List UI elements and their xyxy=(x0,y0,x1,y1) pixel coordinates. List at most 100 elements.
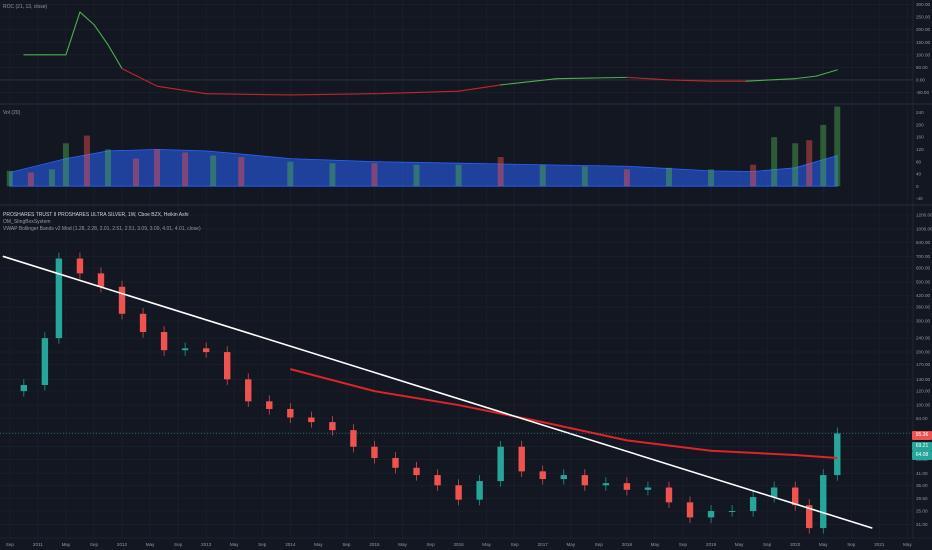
roc-axis-label: 150.00 xyxy=(916,40,930,45)
time-axis-label: 2020 xyxy=(790,542,801,547)
time-axis-label: May xyxy=(566,542,575,547)
candle-body xyxy=(497,446,504,482)
time-axis-label: 2021 xyxy=(874,542,885,547)
indicator-label-stingbox[interactable]: OM_StingBoxSystem xyxy=(3,219,51,225)
roc-line-segment xyxy=(93,24,109,46)
volume-bar xyxy=(238,157,245,187)
volume-bar xyxy=(154,149,161,187)
grid-lines xyxy=(0,0,913,538)
time-axis-label: Sep xyxy=(595,542,604,547)
time-axis-label: 2017 xyxy=(538,542,549,547)
candle-body xyxy=(539,471,546,480)
roc-line-segment xyxy=(626,76,670,81)
candle-body xyxy=(665,487,673,503)
volume-bar xyxy=(83,135,90,187)
time-axis-label: Sep xyxy=(342,542,351,547)
time-axis-label: May xyxy=(651,542,660,547)
time-axis-label: 2016 xyxy=(453,542,464,547)
time-axis-label: Sep xyxy=(90,542,99,547)
price-axis-label: 500.00 xyxy=(916,280,930,285)
price-pane[interactable] xyxy=(0,252,913,534)
candle-body xyxy=(139,313,147,333)
roc-line-segment xyxy=(107,44,123,70)
roc-axis-label: 300.00 xyxy=(916,2,930,7)
trend-line[interactable] xyxy=(2,255,873,529)
candle-body xyxy=(55,258,63,339)
price-axis-label: 360.00 xyxy=(916,305,930,310)
volume-axis-label: -40 xyxy=(916,196,923,201)
roc-line-segment xyxy=(794,75,817,80)
candle-body xyxy=(329,422,336,431)
time-axis-label: 2018 xyxy=(622,542,633,547)
volume-bar xyxy=(104,149,111,187)
volume-bar xyxy=(820,124,827,187)
time-axis[interactable]: Sep 2011 May Sep 2012 May Sep 2013 May Sep 2014 May… xyxy=(6,542,913,547)
roc-pane[interactable] xyxy=(0,11,913,96)
price-axis-label: 21.00 xyxy=(916,522,928,527)
price-axis-label: 41.00 xyxy=(916,471,928,476)
price-axis-label: 170.00 xyxy=(916,362,930,367)
price-axis-label: 35.00 xyxy=(916,483,928,488)
candle-body xyxy=(181,348,189,351)
roc-axis-label: 250.00 xyxy=(916,15,930,20)
volume-bar xyxy=(455,164,462,187)
candle-body xyxy=(455,485,462,500)
price-axis-label: 700.00 xyxy=(916,254,930,259)
roc-line-segment xyxy=(500,78,558,86)
roc-line-segment xyxy=(65,11,81,56)
time-axis-label: May xyxy=(230,542,239,547)
price-axis-label: 120.00 xyxy=(916,389,930,394)
volume-bar xyxy=(210,155,217,187)
price-axis-label: 29.50 xyxy=(916,496,928,501)
roc-line-segment xyxy=(121,68,158,87)
time-axis-label: May xyxy=(62,542,71,547)
volume-bar xyxy=(287,161,294,187)
time-axis-label: 2013 xyxy=(201,542,212,547)
volume-ma-area xyxy=(9,148,838,187)
candle-body xyxy=(728,511,736,513)
volume-axis-label: 80 xyxy=(916,159,922,164)
time-axis-label: May xyxy=(903,542,912,547)
price-axis-label: 100.00 xyxy=(916,403,930,408)
volume-bar xyxy=(329,163,336,187)
volume-indicator-label[interactable]: Vol (20) xyxy=(3,110,21,116)
volume-bar xyxy=(413,164,420,187)
time-axis-label: Sep xyxy=(847,542,856,547)
symbol-title[interactable]: PROSHARES TRUST II PROSHARES ULTRA SILVE… xyxy=(3,212,189,218)
roc-line-segment xyxy=(458,84,502,92)
price-axis-label: 1000.00 xyxy=(916,227,932,232)
price-tag-ha: 64.08 xyxy=(912,451,932,460)
price-axis-label: 84.00 xyxy=(916,416,928,421)
volume-bar xyxy=(792,143,799,187)
roc-line-segment xyxy=(556,76,628,80)
volume-bar xyxy=(581,166,588,187)
time-axis-label: 2014 xyxy=(285,542,296,547)
volume-bar xyxy=(708,169,715,187)
candle-body xyxy=(806,505,813,529)
price-tag-last: 69.21 xyxy=(912,442,932,451)
candle-body xyxy=(41,338,49,386)
candle-body xyxy=(413,467,420,476)
volume-pane[interactable] xyxy=(6,106,841,187)
volume-bar xyxy=(371,163,378,187)
volume-axis-label: 120 xyxy=(916,147,924,152)
candle-body xyxy=(749,497,757,512)
candle-body xyxy=(623,483,631,490)
candle-body xyxy=(350,430,357,447)
price-axis-label: 200.00 xyxy=(916,350,930,355)
time-axis-label: 2011 xyxy=(33,542,43,547)
indicator-label-vwap[interactable]: VWAP Bollinger Bands v2 Mod (1.28, 2.28,… xyxy=(3,226,201,232)
time-axis-label: 2012 xyxy=(117,542,128,547)
volume-axis-label: 0 xyxy=(916,184,919,189)
roc-axis-label: 100.00 xyxy=(916,52,930,57)
candle-body xyxy=(560,475,567,480)
candle-body xyxy=(308,417,315,423)
roc-indicator-label[interactable]: ROC (21, 13, close) xyxy=(3,4,48,10)
price-axis-label: 840.00 xyxy=(916,240,930,245)
vwap-line xyxy=(290,368,838,460)
candle-body xyxy=(434,475,441,486)
candle-body xyxy=(602,483,610,486)
time-axis-label: May xyxy=(819,542,828,547)
candle-body xyxy=(518,446,525,472)
